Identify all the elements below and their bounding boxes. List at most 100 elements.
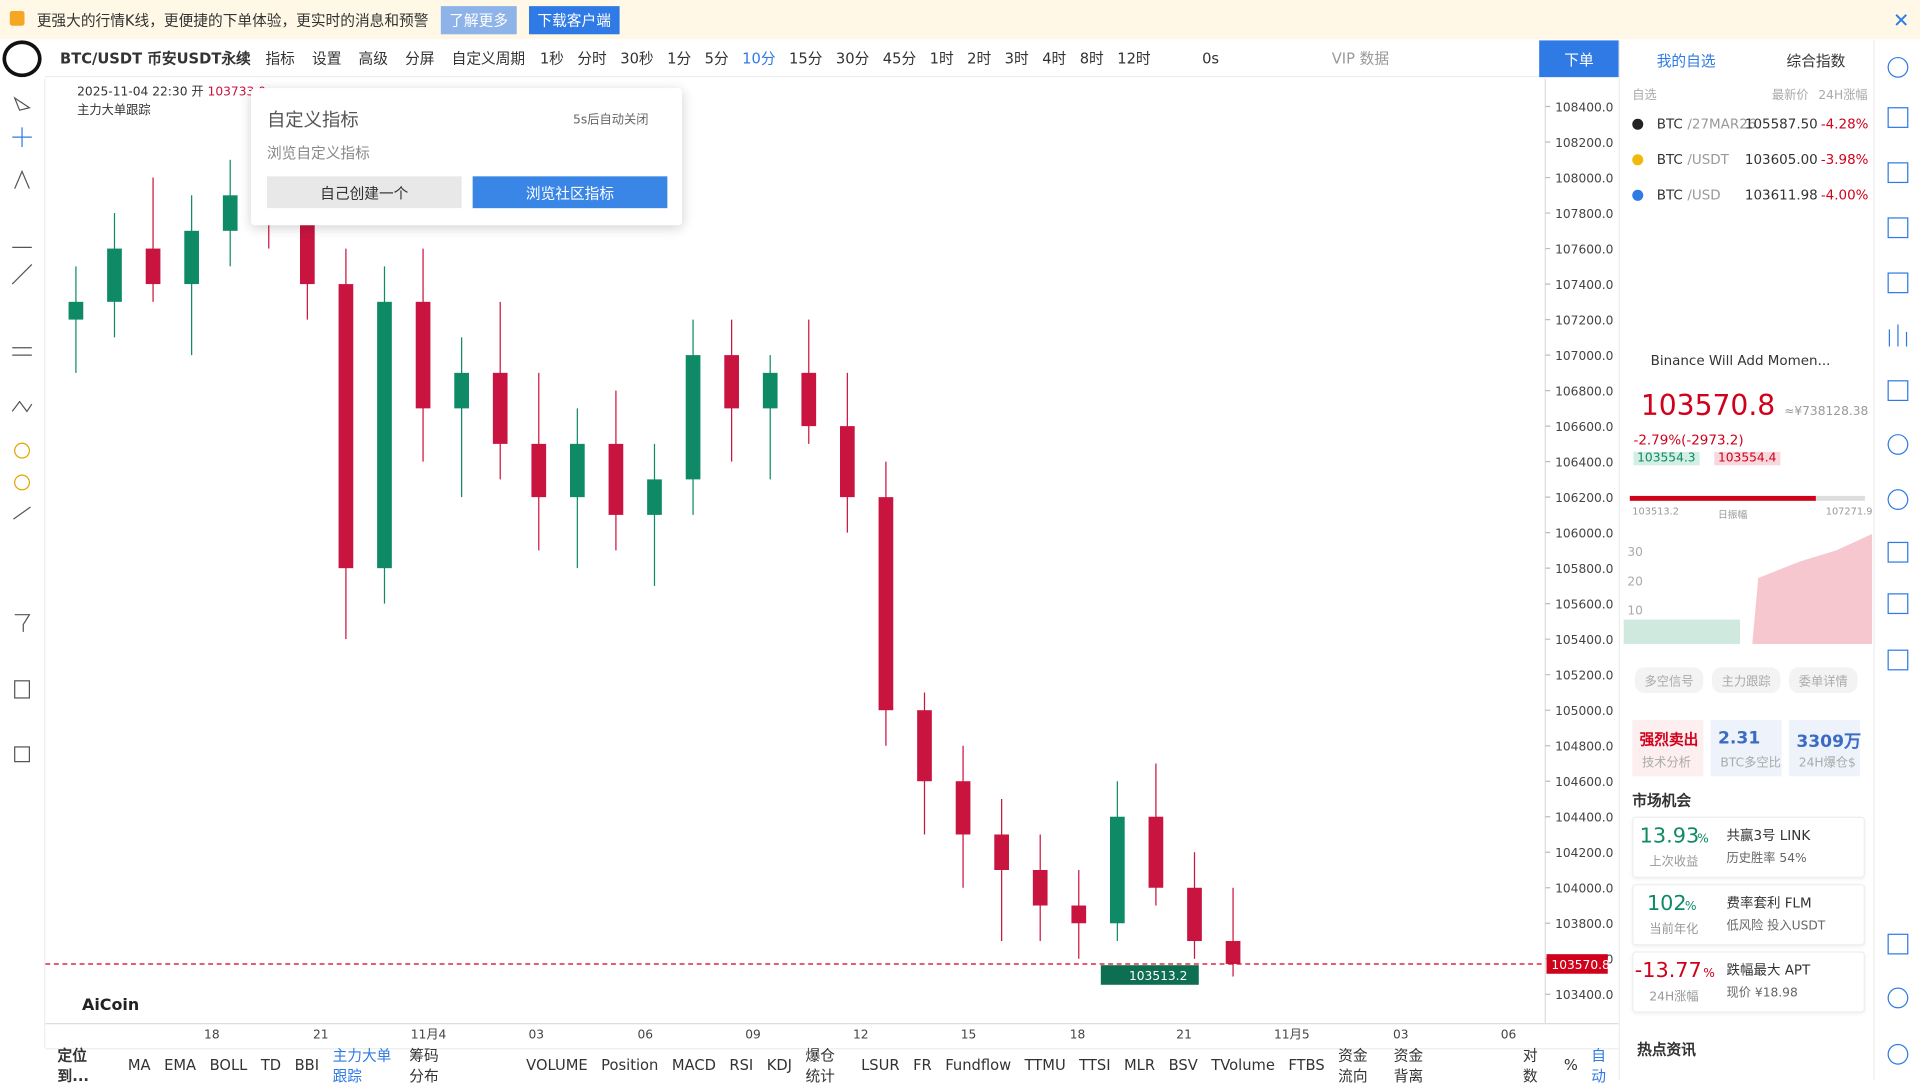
indicator[interactable]: KDJ <box>766 1056 793 1074</box>
indicator[interactable]: TVolume <box>1211 1056 1275 1074</box>
indicator[interactable]: TTMU <box>1024 1056 1066 1074</box>
opp-value: 13.93 <box>1639 824 1700 849</box>
watch-price: 103611.98 <box>1744 187 1818 204</box>
log-toggle[interactable]: 对数 <box>1522 1046 1538 1085</box>
close[interactable]: ✕ <box>1893 8 1910 32</box>
toolbar-item[interactable]: 设置 <box>311 50 342 68</box>
sub-tab[interactable]: 多空信号 <box>1634 667 1704 694</box>
period[interactable]: 45分 <box>882 50 917 68</box>
indicator[interactable]: BOLL <box>209 1056 248 1074</box>
opp-title: 共赢3号 LINK <box>1726 827 1811 844</box>
panel-tab[interactable]: 综合指数 <box>1786 52 1846 70</box>
coin-icon <box>1632 189 1644 201</box>
download[interactable]: 下载客户端 <box>528 5 620 34</box>
price-label: 104600.0 <box>1555 775 1613 789</box>
opp-value: -13.77 <box>1634 958 1702 984</box>
indicator[interactable]: 爆仓统计 <box>805 1046 835 1085</box>
watch-symbol[interactable]: BTC <box>1656 151 1683 168</box>
period[interactable]: 1时 <box>929 50 954 68</box>
sub-tab[interactable]: 主力跟踪 <box>1711 667 1781 694</box>
symbol[interactable]: BTC/USDT 币安USDT永续 <box>60 50 251 68</box>
order-button[interactable]: 下单 <box>1539 40 1619 78</box>
toolbar-item[interactable]: 自定义周期 <box>451 50 526 68</box>
indicator[interactable]: RSI <box>729 1056 754 1074</box>
candle-body <box>338 284 354 569</box>
period[interactable]: 15分 <box>789 50 823 68</box>
period[interactable]: 10分 <box>742 50 776 68</box>
watch-change: -4.28% <box>1820 116 1869 133</box>
chart-logo: AiCoin <box>82 995 139 1014</box>
indicator[interactable]: EMA <box>164 1056 197 1074</box>
toolbar-item[interactable]: 指标 <box>265 50 295 68</box>
candle-body <box>762 372 778 409</box>
indicator-list: MA EMA BOLL TD BBI 主力大单跟踪 筹码分布 VOLUME Position MA… <box>128 1044 1436 1086</box>
period[interactable]: 1秒 <box>539 50 564 68</box>
indicator[interactable]: MA <box>127 1056 151 1074</box>
indicator[interactable]: MACD <box>671 1056 716 1074</box>
time-label: 06 <box>638 1027 654 1041</box>
watch-symbol[interactable]: BTC <box>1656 187 1683 204</box>
candle-body <box>454 372 469 409</box>
indicator[interactable]: 资金背离 <box>1393 1046 1424 1085</box>
indicator[interactable]: FR <box>913 1056 932 1074</box>
candle-body <box>608 443 624 515</box>
price-label: 106600.0 <box>1555 420 1613 434</box>
opportunity-card[interactable] <box>1632 951 1865 1013</box>
range-rest <box>1815 495 1865 501</box>
list-header: 自选 <box>1632 89 1657 103</box>
period[interactable]: 30秒 <box>620 50 654 68</box>
opportunity-card[interactable] <box>1632 816 1865 878</box>
sub-tab[interactable]: 委单详情 <box>1788 667 1858 694</box>
indicator[interactable]: FTBS <box>1288 1056 1325 1074</box>
indicator[interactable]: Fundflow <box>945 1056 1012 1074</box>
indicator[interactable]: TTSI <box>1079 1056 1111 1074</box>
browse-button[interactable]: 浏览社区指标 <box>472 176 668 209</box>
price-label: 106400.0 <box>1555 456 1613 470</box>
period[interactable]: 8时 <box>1079 50 1104 68</box>
locate[interactable]: 定位到... <box>57 1046 90 1085</box>
watch-pair: /USD <box>1687 187 1721 204</box>
indicator[interactable]: 主力大单跟踪 <box>332 1046 392 1085</box>
period[interactable]: 3时 <box>1004 50 1029 68</box>
period[interactable]: 1分 <box>667 50 692 68</box>
watch-pair: /USDT <box>1687 151 1729 168</box>
depth-tick: 20 <box>1627 575 1643 589</box>
auto-toggle[interactable]: 自动 <box>1591 1046 1607 1085</box>
candle-body <box>1071 905 1087 924</box>
indicator[interactable]: 筹码分布 <box>409 1046 439 1085</box>
watch-symbol[interactable]: BTC <box>1656 116 1683 133</box>
indicator[interactable]: LSUR <box>861 1056 900 1074</box>
indicator[interactable]: BBI <box>294 1056 320 1074</box>
learn-more[interactable]: 了解更多 <box>440 5 517 34</box>
indicator[interactable]: 资金流向 <box>1338 1046 1368 1085</box>
indicator[interactable]: MLR <box>1124 1056 1156 1074</box>
create-button[interactable]: 自己创建一个 <box>266 176 462 209</box>
opportunity-card[interactable] <box>1632 884 1865 946</box>
warn-icon <box>9 11 25 26</box>
stat-label: BTC多空比 <box>1720 756 1781 771</box>
candle-body <box>145 248 161 285</box>
period[interactable]: 5分 <box>704 50 729 68</box>
toolbar-item[interactable]: 高级 <box>358 50 388 68</box>
toolbar-item[interactable]: 分屏 <box>405 50 435 68</box>
price-label: 105800.0 <box>1555 562 1613 576</box>
tool-icons <box>11 96 33 763</box>
tool-sidebar <box>0 78 46 1049</box>
vip[interactable]: VIP 数据 <box>1331 50 1390 68</box>
percent-toggle[interactable]: % <box>1563 1056 1578 1074</box>
news[interactable]: Binance Will Add Momen... <box>1650 352 1831 369</box>
candle-body <box>570 443 585 498</box>
stat-value: 3309万 <box>1796 732 1862 752</box>
indicator[interactable]: VOLUME <box>526 1056 588 1074</box>
period[interactable]: 30分 <box>835 50 870 68</box>
period[interactable]: 12时 <box>1117 50 1151 68</box>
indicator[interactable]: BSV <box>1168 1056 1198 1074</box>
period[interactable]: 2时 <box>967 50 992 68</box>
indicator[interactable]: Position <box>601 1056 659 1074</box>
time-label: 11月5 <box>1274 1027 1310 1041</box>
period[interactable]: 分时 <box>577 50 607 68</box>
panel-tab[interactable]: 我的自选 <box>1656 52 1716 70</box>
indicator[interactable]: TD <box>260 1056 282 1074</box>
period[interactable]: 4时 <box>1042 50 1067 68</box>
candle-body <box>300 213 315 285</box>
